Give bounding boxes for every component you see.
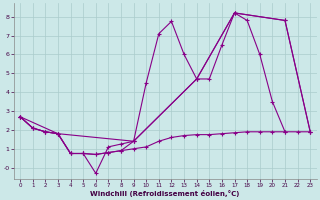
- X-axis label: Windchill (Refroidissement éolien,°C): Windchill (Refroidissement éolien,°C): [91, 190, 240, 197]
